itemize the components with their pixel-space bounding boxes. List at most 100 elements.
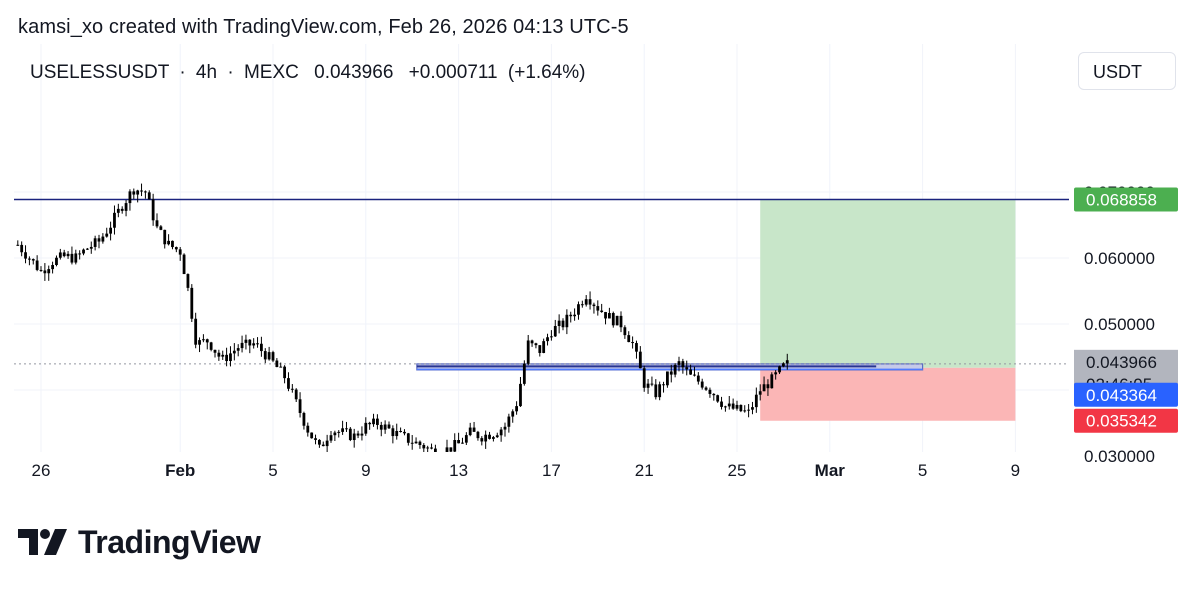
take-profit-zone[interactable] — [760, 199, 1016, 368]
candle-body — [468, 427, 472, 436]
candle-body — [662, 384, 665, 386]
candle-body — [194, 318, 198, 345]
candle-body — [488, 434, 491, 439]
tradingview-logo: TradingView — [18, 520, 261, 564]
candle-body — [785, 360, 789, 364]
candle-body — [395, 430, 399, 437]
candle-body — [97, 238, 101, 242]
candle-body — [294, 389, 298, 400]
candle-body — [399, 430, 402, 432]
candle-body — [565, 314, 569, 328]
candle-body — [379, 424, 383, 430]
time-axis-tick: 9 — [361, 461, 370, 480]
candle-body — [89, 246, 93, 249]
candle-body — [356, 433, 360, 436]
candle-body — [453, 440, 457, 452]
candle-body — [283, 366, 286, 379]
candle-body — [116, 208, 120, 213]
candle-body — [205, 339, 209, 343]
candle-body — [70, 253, 74, 263]
candle-body — [51, 264, 54, 270]
price-chart[interactable]: 0.0300000.0500000.0600000.0700000.068858… — [14, 44, 1186, 494]
candle-body — [638, 351, 642, 369]
candle-body — [310, 432, 314, 439]
candle-body — [329, 435, 333, 441]
candle-body — [464, 435, 468, 443]
stop-loss-zone[interactable] — [760, 367, 1016, 421]
candle-body — [577, 304, 580, 315]
candle-body — [700, 381, 704, 388]
candle-body — [348, 428, 352, 441]
candle-body — [341, 428, 344, 432]
candle-body — [163, 229, 167, 245]
candle-body — [693, 374, 696, 376]
last-price-label: 0.043966 — [1086, 353, 1157, 372]
symbol-ticker[interactable]: USELESSUSDT — [30, 62, 170, 83]
candle-body — [244, 339, 248, 343]
candle-body — [159, 226, 163, 230]
symbol-change: +0.000711 — [408, 62, 498, 83]
symbol-separator: · — [227, 62, 234, 83]
time-axis-bg — [14, 452, 1186, 494]
symbol-last-price: 0.043966 — [314, 62, 394, 83]
candle-body — [588, 299, 592, 305]
candle-body — [298, 399, 302, 413]
candle-body — [58, 252, 62, 258]
candle-body — [449, 447, 453, 452]
candle-body — [410, 442, 414, 444]
candle-body — [248, 339, 252, 346]
candle-body — [422, 445, 426, 449]
time-axis-tick: Feb — [165, 461, 195, 480]
candle-body — [55, 257, 58, 265]
candle-body — [360, 433, 364, 436]
target-price-label-bg — [1074, 187, 1178, 212]
price-axis-tick: 0.050000 — [1084, 315, 1155, 334]
candle-body — [635, 343, 638, 352]
candle-body — [735, 404, 739, 409]
candle-body — [592, 304, 596, 307]
candle-body — [758, 391, 762, 395]
candle-body — [368, 422, 372, 425]
candle-body — [321, 444, 325, 447]
candle-body — [352, 433, 356, 441]
candle-body — [325, 440, 329, 447]
candle-body — [782, 363, 785, 367]
candle-body — [318, 439, 321, 445]
candle-body — [457, 440, 460, 444]
tradingview-logo-icon — [18, 529, 67, 555]
candle-body — [86, 248, 89, 250]
candle-body — [546, 337, 549, 342]
candle-body — [426, 447, 430, 449]
candle-body — [507, 416, 511, 427]
candle-body — [31, 259, 35, 261]
candle-body — [113, 212, 116, 228]
candle-body — [754, 394, 758, 408]
candle-body — [526, 340, 530, 364]
candle-body — [236, 348, 240, 351]
candle-body — [445, 447, 449, 456]
chart-area[interactable]: 0.0300000.0500000.0600000.0700000.068858… — [14, 44, 1186, 494]
candle-body — [751, 407, 754, 410]
currency-button[interactable]: USDT — [1078, 52, 1176, 90]
candle-body — [611, 313, 615, 326]
candle-body — [337, 431, 341, 433]
candle-body — [492, 437, 495, 439]
candle-body — [542, 341, 546, 353]
candle-body — [140, 190, 143, 192]
candle-body — [120, 208, 124, 211]
time-axis-tick: 5 — [918, 461, 927, 480]
candle-body — [372, 418, 375, 425]
candle-body — [376, 418, 379, 425]
time-axis-tick: 17 — [542, 461, 561, 480]
candle-body — [600, 310, 604, 313]
candle-body — [747, 409, 750, 411]
candle-body — [128, 191, 132, 204]
candle-body — [333, 432, 337, 436]
candle-body — [720, 401, 723, 407]
symbol-interval[interactable]: 4h — [195, 62, 218, 83]
candle-body — [20, 244, 24, 253]
candle-body — [615, 315, 619, 326]
candle-body — [147, 192, 151, 200]
candle-body — [279, 366, 283, 368]
candle-body — [252, 343, 256, 346]
